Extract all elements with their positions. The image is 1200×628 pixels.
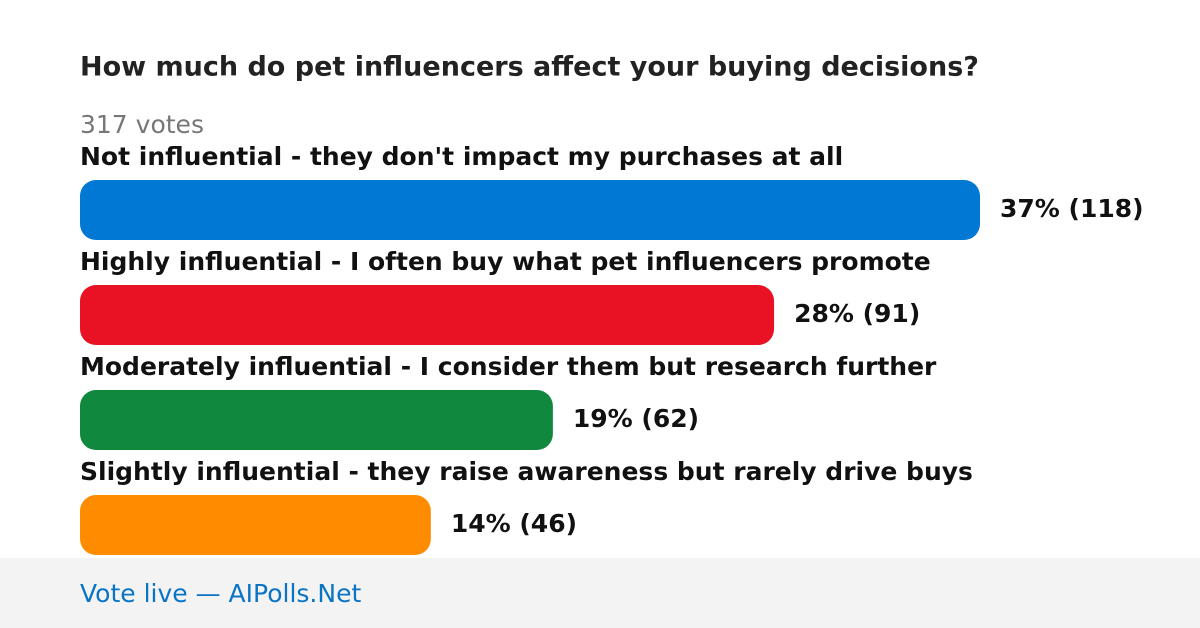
vote-count: 317 votes xyxy=(80,110,204,139)
value-label: 14% (46) xyxy=(451,509,577,538)
bar xyxy=(80,390,553,450)
value-label: 28% (91) xyxy=(794,299,920,328)
option-label: Slightly influential - they raise awaren… xyxy=(80,457,973,486)
option-label: Not influential - they don't impact my p… xyxy=(80,142,843,171)
option-label: Moderately influential - I consider them… xyxy=(80,352,937,381)
poll-title: How much do pet influencers affect your … xyxy=(80,52,979,83)
value-label: 19% (62) xyxy=(573,404,699,433)
footer-link[interactable]: Vote live — AIPolls.Net xyxy=(80,579,361,608)
option-label: Highly influential - I often buy what pe… xyxy=(80,247,931,276)
bar xyxy=(80,495,431,555)
bar xyxy=(80,285,775,345)
bar xyxy=(80,180,980,240)
footer-band xyxy=(0,558,1200,628)
value-label: 37% (118) xyxy=(1000,194,1144,223)
